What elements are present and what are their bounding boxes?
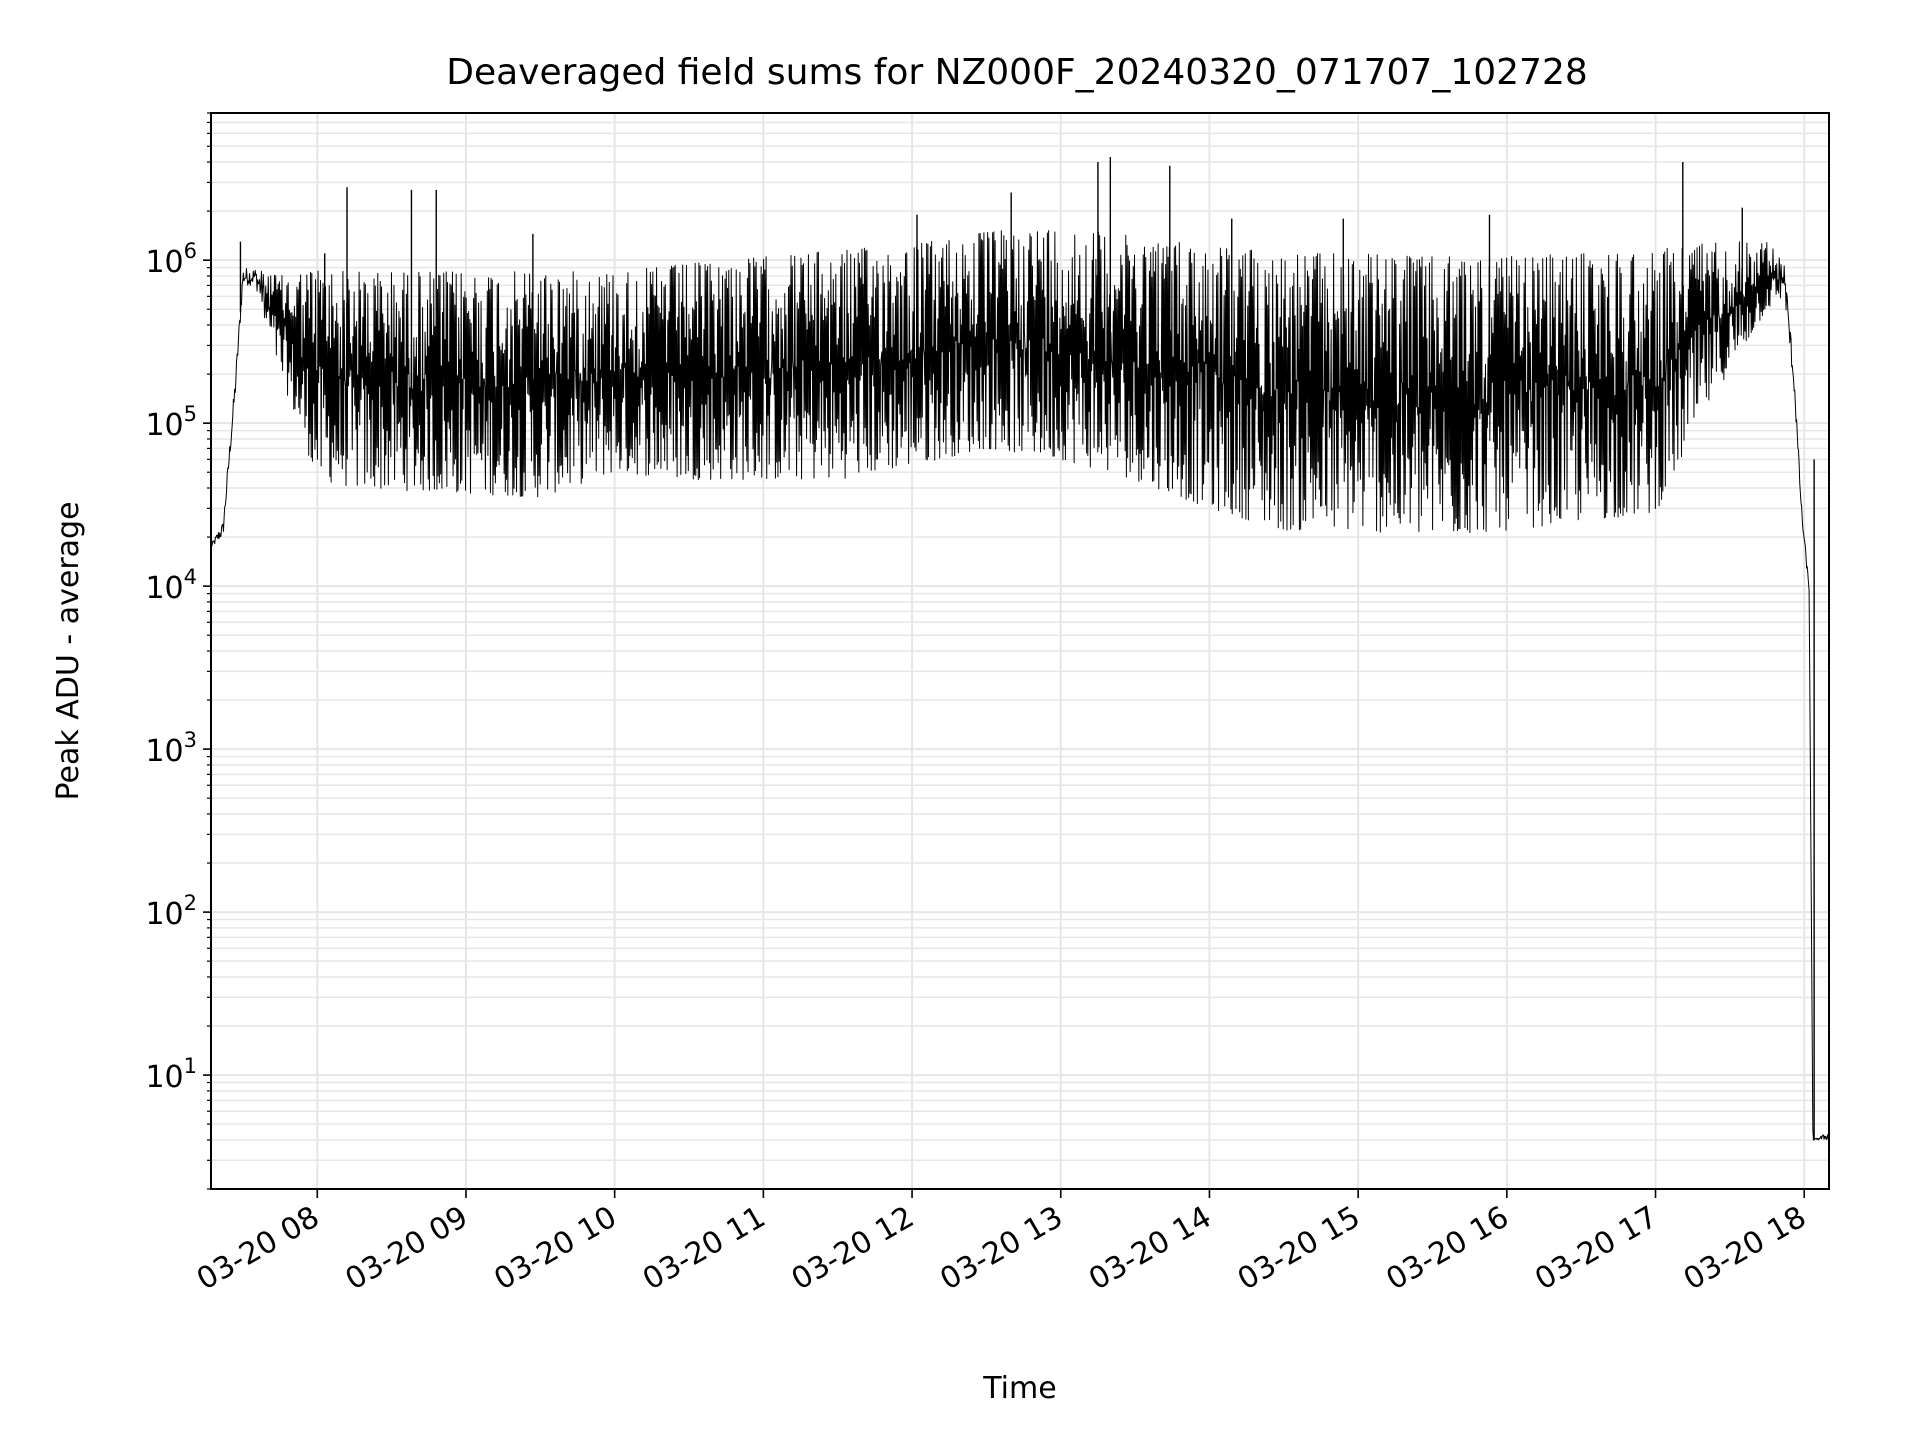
y-tick-label: 102	[145, 891, 197, 932]
y-tick-label-base: 10	[145, 1060, 183, 1095]
y-tick-label: 103	[145, 728, 197, 769]
y-tick-label: 106	[145, 239, 197, 280]
y-tick-label: 104	[145, 565, 197, 606]
grid-lines	[211, 112, 1829, 1190]
y-tick-label-base: 10	[145, 734, 183, 769]
y-tick-label-exponent: 1	[184, 1054, 197, 1078]
y-axis-label: Peak ADU - average	[51, 501, 86, 800]
y-tick-label-exponent: 5	[184, 402, 197, 426]
y-tick-label-base: 10	[145, 408, 183, 443]
chart-title: Deaveraged field sums for NZ000F_2024032…	[446, 52, 1588, 93]
series-line	[211, 230, 1829, 1141]
y-tick-label-base: 10	[145, 245, 183, 280]
x-axis-label: Time	[982, 1371, 1056, 1406]
y-tick-label: 101	[145, 1054, 197, 1095]
y-tick-label-base: 10	[145, 897, 183, 932]
data-series	[211, 156, 1829, 1141]
y-tick-label-exponent: 2	[184, 891, 197, 915]
y-tick-label-base: 10	[145, 571, 183, 606]
y-tick-label: 105	[145, 402, 197, 443]
y-tick-label-exponent: 4	[184, 565, 197, 589]
y-tick-label-exponent: 3	[184, 728, 197, 752]
y-tick-label-exponent: 6	[184, 239, 197, 263]
